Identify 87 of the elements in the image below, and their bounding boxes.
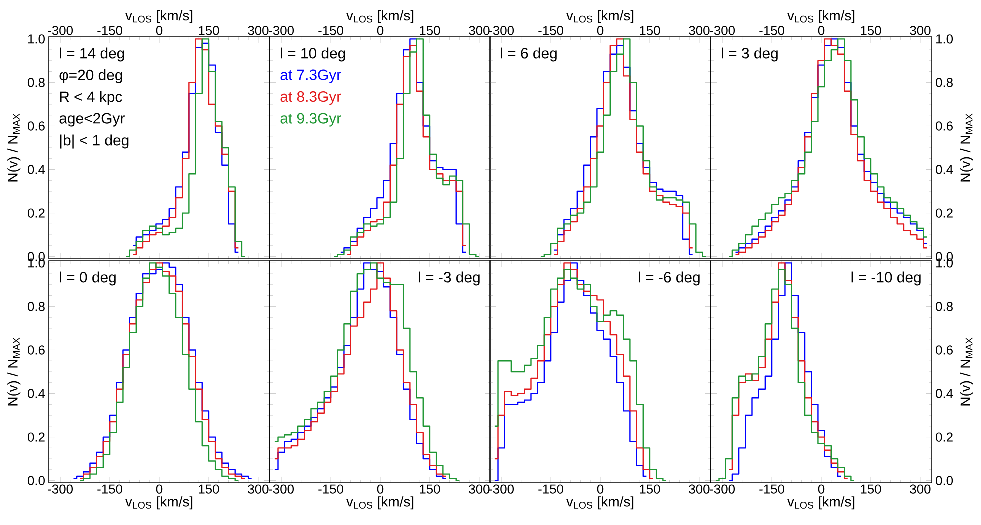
x-axis-title: v$_{LOS}$ [km/s] <box>346 496 414 510</box>
x-tick-label: 300 <box>469 484 490 494</box>
x-axis-title: v$_{LOS}$ [km/s] <box>126 10 193 24</box>
x-tick-label: -300 <box>48 26 73 36</box>
x-tick-label: 150 <box>640 484 660 494</box>
annotation: age<2Gyr <box>60 113 125 127</box>
x-tick-label: 0 <box>818 26 825 36</box>
annotation: R < 4 kpc <box>60 91 122 106</box>
y2-tick-label: 0.4 <box>936 165 954 174</box>
annotation: l = 14 deg <box>60 48 124 62</box>
y2-tick-label: 0.8 <box>936 302 953 312</box>
annotation: l = -10 deg <box>852 272 921 286</box>
x-tick-label: 300 <box>910 484 931 494</box>
x-tick-label: 300 <box>910 26 931 36</box>
y-axis-title: N(v) / N$_{MAX}$ <box>8 114 21 182</box>
x-tick-label: 300 <box>248 26 269 36</box>
y-tick-label: 0.4 <box>28 165 46 174</box>
y2-tick-label: 0.4 <box>936 389 954 398</box>
y-axis-title: N(v) / N$_{MAX}$ <box>8 338 21 406</box>
x-tick-label: -300 <box>269 484 294 494</box>
y-tick-label: 0.2 <box>28 432 45 442</box>
annotation: |b| < 1 deg <box>60 134 129 149</box>
x-tick-label: -300 <box>710 484 736 494</box>
y2-tick-label: 0.2 <box>936 432 953 442</box>
annotation: l = 6 deg <box>501 48 557 62</box>
x-tick-label: -150 <box>98 26 122 36</box>
x-tick-label: 300 <box>248 484 269 494</box>
annotation: l = -3 deg <box>419 272 480 286</box>
x-axis-title: v$_{LOS}$ [km/s] <box>566 496 634 510</box>
x-tick-label: 0 <box>597 26 604 36</box>
x-tick-label: -150 <box>760 26 784 36</box>
x-tick-label: -300 <box>710 26 736 36</box>
x-tick-label: -150 <box>318 484 344 494</box>
annotation: φ=20 deg <box>60 70 122 84</box>
x-axis-title: v$_{LOS}$ [km/s] <box>126 496 193 510</box>
x-tick-label: 0 <box>156 26 163 36</box>
y-tick-label: 1.0 <box>28 34 45 44</box>
x-axis-title: v$_{LOS}$ [km/s] <box>566 10 634 24</box>
x-tick-label: -150 <box>98 484 122 494</box>
x-tick-label: 0 <box>377 484 384 494</box>
x-tick-label: 300 <box>469 26 490 36</box>
x-tick-label: 150 <box>420 26 440 36</box>
x-axis-title: v$_{LOS}$ [km/s] <box>346 10 414 24</box>
y-tick-label: 0.4 <box>28 389 46 398</box>
x-tick-label: 0 <box>377 26 384 36</box>
x-tick-label: 150 <box>861 484 882 494</box>
y2-tick-label: 0.8 <box>936 78 953 88</box>
x-tick-label: -150 <box>760 484 784 494</box>
annotation: l = -6 deg <box>639 272 700 286</box>
y-tick-label: 0.0 <box>28 476 45 486</box>
x-tick-label: -150 <box>538 26 564 36</box>
x-tick-label: 300 <box>689 484 710 494</box>
y2-tick-label: 0.2 <box>936 208 953 218</box>
text: at 7.3Gyr <box>280 70 342 84</box>
y2-tick-label: 1.0 <box>936 34 954 44</box>
y-tick-label: 0.6 <box>28 346 45 355</box>
y2-axis-title: N(v) / N$_{MAX}$ <box>960 114 974 182</box>
y-tick-label: 0.8 <box>28 302 45 312</box>
x-tick-label: -300 <box>269 26 294 36</box>
x-tick-label: 150 <box>199 484 220 494</box>
x-tick-label: 150 <box>861 26 882 36</box>
y2-axis-title: N(v) / N$_{MAX}$ <box>960 338 974 406</box>
text: at 9.3Gyr <box>280 113 342 127</box>
x-tick-label: -150 <box>538 484 564 494</box>
y2-tick-label: 0.6 <box>936 346 953 355</box>
x-tick-label: 300 <box>689 26 710 36</box>
x-tick-label: 150 <box>420 484 440 494</box>
y2-tick-label: 0.0 <box>936 476 954 486</box>
x-tick-label: -300 <box>489 26 514 36</box>
y-tick-label: 0.2 <box>28 208 45 218</box>
x-tick-label: 150 <box>199 26 220 36</box>
x-tick-label: 150 <box>640 26 660 36</box>
annotation: l = 0 deg <box>60 272 116 286</box>
x-tick-label: 0 <box>156 484 163 494</box>
text: at 8.3Gyr <box>280 91 342 106</box>
y2-tick-label: 0.6 <box>936 122 953 131</box>
x-axis-title: v$_{LOS}$ [km/s] <box>788 496 855 510</box>
x-tick-label: -300 <box>48 484 73 494</box>
x-tick-label: 0 <box>597 484 604 494</box>
x-tick-label: 0 <box>818 484 825 494</box>
y-tick-label: 0.6 <box>28 122 45 131</box>
annotation: l = 3 deg <box>722 48 778 62</box>
x-tick-label: -300 <box>489 484 514 494</box>
annotation: l = 10 deg <box>281 48 346 62</box>
x-axis-title: v$_{LOS}$ [km/s] <box>788 10 855 24</box>
y-tick-label: 0.8 <box>28 78 45 88</box>
x-tick-label: -150 <box>318 26 344 36</box>
